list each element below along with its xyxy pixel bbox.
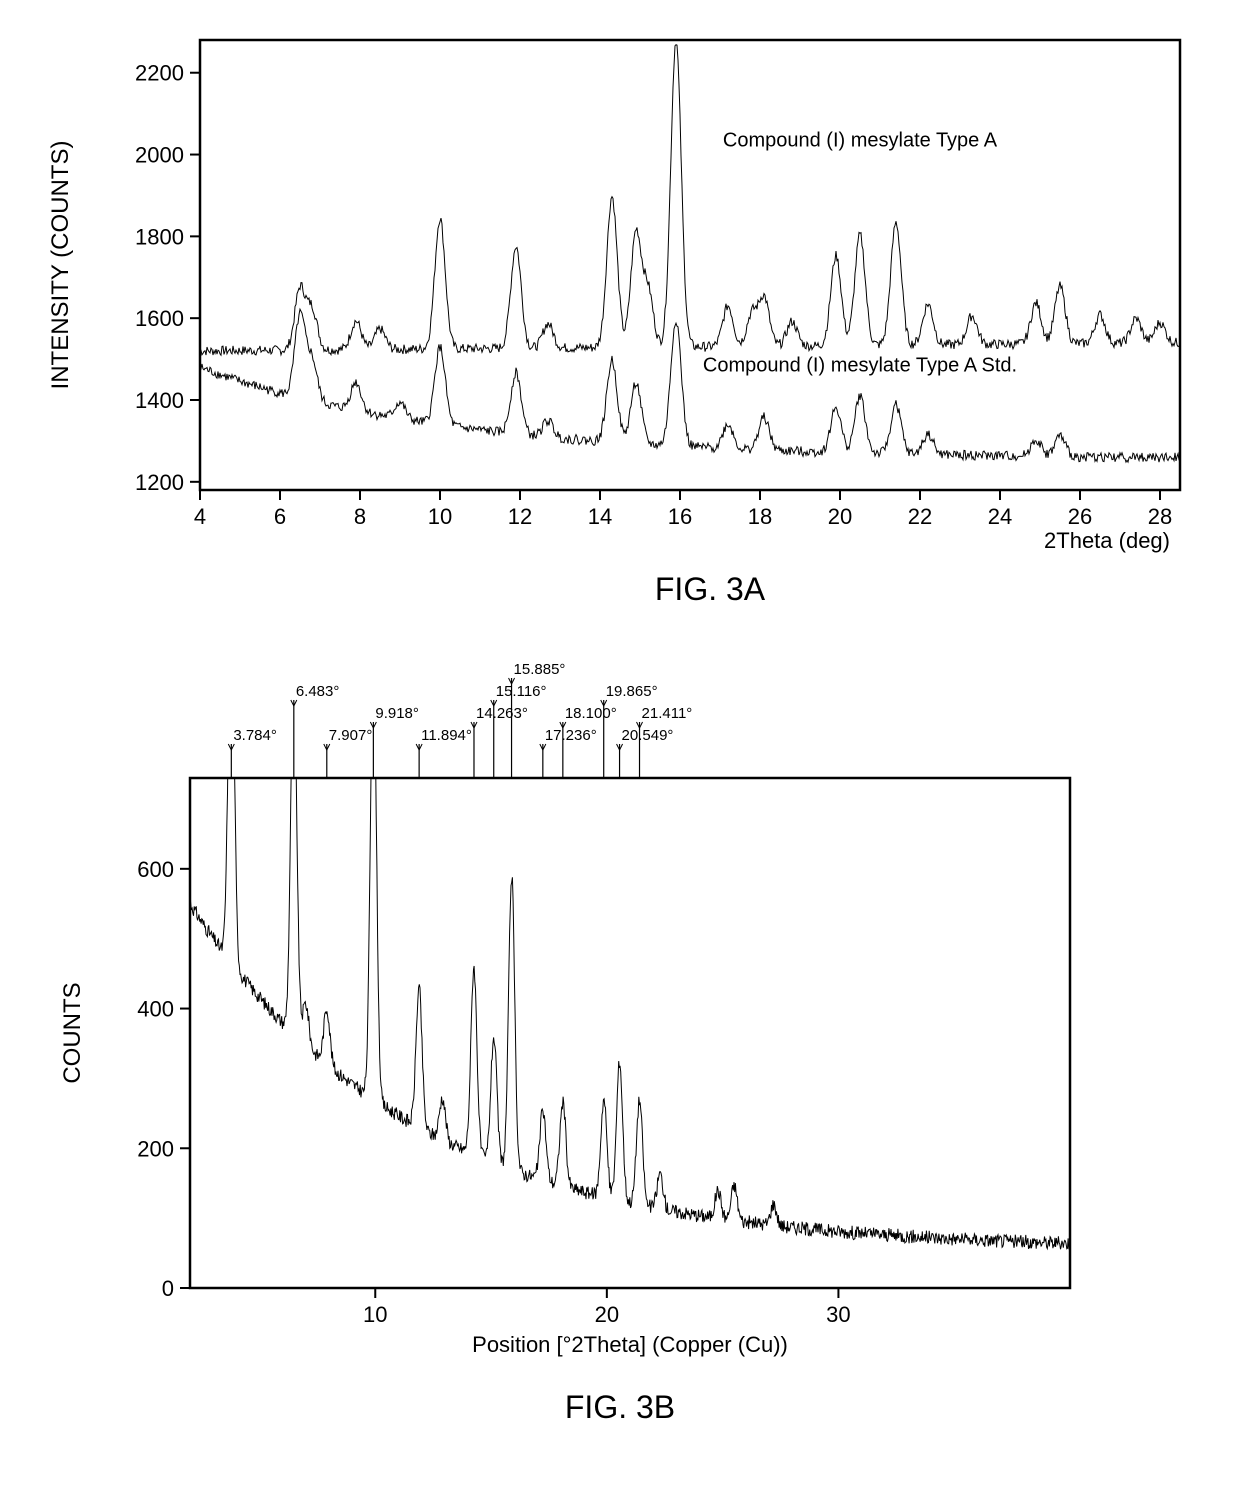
peak-label: 15.116° — [496, 683, 547, 700]
svg-text:12: 12 — [508, 504, 532, 529]
svg-text:16: 16 — [668, 504, 692, 529]
peak-label: 21.411° — [642, 705, 693, 722]
svg-text:1400: 1400 — [135, 388, 184, 413]
svg-text:INTENSITY (COUNTS): INTENSITY (COUNTS) — [47, 141, 74, 390]
peak-label: 18.100° — [565, 705, 617, 722]
svg-text:600: 600 — [137, 857, 174, 882]
peak-label: 14.263° — [476, 705, 528, 722]
svg-text:2200: 2200 — [135, 61, 184, 86]
svg-text:1200: 1200 — [135, 470, 184, 495]
svg-text:1800: 1800 — [135, 224, 184, 249]
svg-text:2Theta (deg): 2Theta (deg) — [1044, 528, 1170, 553]
svg-text:2000: 2000 — [135, 143, 184, 168]
peak-label: 15.885° — [514, 661, 566, 678]
svg-text:400: 400 — [137, 997, 174, 1022]
svg-text:10: 10 — [363, 1302, 387, 1327]
peak-label: 9.918° — [375, 705, 419, 722]
chart-3b: 0 200 400 600 10 20 30 COUNTS Position [°2Theta]… — [20, 648, 1220, 1378]
series-label: Compound (I) mesylate Type A Std. — [703, 354, 1017, 376]
series-label: Compound (I) mesylate Type A — [723, 129, 998, 151]
svg-text:24: 24 — [988, 504, 1012, 529]
peak-label: 11.894° — [421, 727, 472, 744]
figure-3a-title: FIG. 3A — [200, 571, 1220, 608]
svg-text:0: 0 — [162, 1276, 174, 1301]
peak-label: 6.483° — [296, 683, 340, 700]
svg-text:200: 200 — [137, 1136, 174, 1161]
svg-text:20: 20 — [828, 504, 852, 529]
peak-label: 7.907° — [329, 727, 373, 744]
peak-label: 20.549° — [622, 727, 674, 744]
svg-text:18: 18 — [748, 504, 772, 529]
svg-text:6: 6 — [274, 504, 286, 529]
svg-text:28: 28 — [1148, 504, 1172, 529]
peak-label: 3.784° — [233, 727, 277, 744]
svg-text:8: 8 — [354, 504, 366, 529]
peak-label: 17.236° — [545, 727, 597, 744]
svg-text:4: 4 — [194, 504, 206, 529]
chart-3a: 1200 1400 1600 1800 2000 2200 4 6 8 10 12 14 16 18 20 2… — [20, 20, 1220, 560]
svg-text:26: 26 — [1068, 504, 1092, 529]
figure-3b: 0 200 400 600 10 20 30 COUNTS Position [°2Theta]… — [20, 648, 1220, 1426]
peak-label: 19.865° — [606, 683, 658, 700]
svg-text:1600: 1600 — [135, 306, 184, 331]
figure-3b-title: FIG. 3B — [20, 1389, 1220, 1426]
svg-text:COUNTS: COUNTS — [59, 982, 86, 1083]
svg-text:22: 22 — [908, 504, 932, 529]
svg-text:14: 14 — [588, 504, 612, 529]
svg-text:10: 10 — [428, 504, 452, 529]
figure-3a: 1200 1400 1600 1800 2000 2200 4 6 8 10 12 14 16 18 20 2… — [20, 20, 1220, 608]
svg-text:Position [°2Theta] (Copper (Cu: Position [°2Theta] (Copper (Cu)) — [472, 1332, 788, 1357]
svg-text:30: 30 — [826, 1302, 850, 1327]
svg-text:20: 20 — [595, 1302, 619, 1327]
